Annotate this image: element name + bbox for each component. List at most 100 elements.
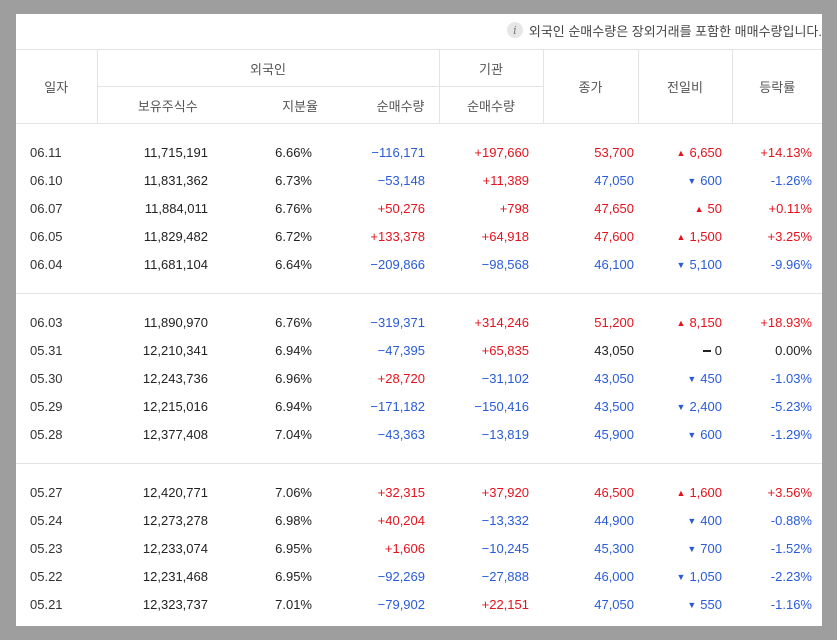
down-arrow-icon: ▼ — [676, 571, 686, 582]
ratio-cell: 7.06% — [275, 484, 312, 500]
change-cell: ▲ 6,650 — [638, 138, 732, 166]
change-cell: ▲ 8,150 — [638, 308, 732, 336]
table-row: 05.27 12,420,771 7.06% +32,315 +37,920 46,500… — [16, 478, 822, 506]
up-arrow-icon: ▲ — [676, 147, 686, 158]
change-cell: ▼ 5,100 — [638, 250, 732, 278]
down-arrow-icon: ▼ — [676, 259, 686, 270]
ratio-cell: 7.01% — [275, 596, 312, 612]
down-arrow-icon: ▼ — [687, 373, 697, 384]
notice-text: 외국인 순매수량은 장외거래를 포함한 매매수량입니다. — [528, 23, 822, 39]
inst-net-cell: −13,819 — [481, 426, 529, 442]
rate-cell: +3.25% — [767, 228, 812, 244]
change-value: 450 — [700, 370, 722, 386]
foreign-net-cell: −53,148 — [377, 172, 425, 188]
table-row: 06.03 11,890,970 6.76% −319,371 +314,246 51,2… — [16, 308, 822, 336]
ratio-cell: 6.95% — [275, 540, 312, 556]
holdings-cell: 12,233,074 — [142, 540, 208, 556]
down-arrow-icon: ▼ — [687, 515, 697, 526]
holdings-cell: 12,377,408 — [142, 426, 208, 442]
info-icon: i — [506, 22, 523, 38]
row-spacer — [16, 464, 822, 479]
foreign-net-cell: −171,182 — [370, 398, 425, 414]
down-arrow-icon: ▼ — [676, 401, 686, 412]
holdings-cell: 12,420,771 — [142, 484, 208, 500]
inst-net-cell: +37,920 — [481, 484, 529, 500]
change-cell: ▲ 50 — [638, 194, 732, 222]
inst-net-cell: +197,660 — [474, 144, 529, 160]
close-cell: 46,000 — [594, 568, 634, 584]
change-cell: ▲ 1,600 — [638, 478, 732, 506]
change-value: 1,600 — [689, 484, 722, 500]
header-institution: 기관 — [438, 49, 543, 87]
holdings-cell: 12,215,016 — [142, 398, 208, 414]
close-cell: 47,600 — [594, 228, 634, 244]
foreign-net-cell: +1,606 — [384, 540, 425, 556]
change-value: 600 — [700, 426, 722, 442]
holdings-cell: 12,323,737 — [142, 596, 208, 612]
table-row: 06.07 11,884,011 6.76% +50,276 +798 47,650 ▲ 50… — [16, 194, 822, 222]
holdings-cell: 11,681,104 — [143, 256, 208, 272]
close-cell: 44,900 — [594, 512, 634, 528]
close-cell: 43,050 — [594, 370, 634, 386]
inst-net-cell: +314,246 — [474, 314, 529, 330]
up-arrow-icon: ▲ — [676, 487, 686, 498]
foreign-net-cell: +50,276 — [377, 200, 425, 216]
rate-cell: -1.16% — [770, 596, 812, 612]
ratio-cell: 6.66% — [275, 144, 312, 160]
rate-cell: -1.52% — [770, 540, 812, 556]
table-row: 05.24 12,273,278 6.98% +40,204 −13,332 44,900… — [16, 506, 822, 534]
close-cell: 47,650 — [594, 200, 634, 216]
change-cell: ▼ 450 — [638, 364, 732, 392]
close-cell: 53,700 — [594, 144, 634, 160]
down-arrow-icon: ▼ — [687, 429, 697, 440]
up-arrow-icon: ▲ — [676, 231, 686, 242]
table-row: 05.29 12,215,016 6.94% −171,182 −150,416 43,5… — [16, 392, 822, 420]
foreign-net-cell: −47,395 — [377, 342, 425, 358]
ratio-cell: 6.95% — [275, 568, 312, 584]
close-cell: 47,050 — [594, 172, 634, 188]
up-arrow-icon: ▲ — [676, 317, 686, 328]
inst-net-cell: +798 — [499, 200, 529, 216]
table-row: 06.10 11,831,362 6.73% −53,148 +11,389 47,050… — [16, 166, 822, 194]
table-row: 05.31 12,210,341 6.94% −47,395 +65,835 43,050… — [16, 336, 822, 364]
close-cell: 43,500 — [594, 398, 634, 414]
change-cell: ▼ 600 — [638, 166, 732, 194]
close-cell: 45,900 — [594, 426, 634, 442]
change-value: 600 — [700, 172, 722, 188]
close-cell: 43,050 — [594, 342, 634, 358]
rate-cell: +14.13% — [760, 144, 812, 160]
ratio-cell: 6.76% — [275, 200, 312, 216]
change-cell: ▲ 1,500 — [638, 222, 732, 250]
header-rate: 등락률 — [731, 49, 822, 124]
down-arrow-icon: ▼ — [687, 543, 697, 554]
close-cell: 45,300 — [594, 540, 634, 556]
ratio-cell: 6.76% — [275, 314, 312, 330]
date-cell: 06.07 — [30, 200, 63, 216]
date-cell: 05.24 — [30, 512, 63, 528]
table-row: 06.04 11,681,104 6.64% −209,866 −98,568 46,10… — [16, 250, 822, 278]
table-row: 05.21 12,323,737 7.01% −79,902 +22,151 47,050… — [16, 590, 822, 618]
table-body: 06.11 11,715,191 6.66% −116,171 +197,660 53,7… — [16, 124, 822, 627]
foreign-net-cell: −116,171 — [371, 144, 425, 160]
trading-panel: i 외국인 순매수량은 장외거래를 포함한 매매수량입니다. 일자 외국인 기관… — [16, 14, 822, 626]
date-cell: 05.29 — [30, 398, 63, 414]
row-spacer — [16, 278, 822, 292]
date-cell: 06.03 — [30, 314, 63, 330]
inst-net-cell: +22,151 — [481, 596, 529, 612]
ratio-cell: 6.94% — [275, 342, 312, 358]
change-value: 1,050 — [689, 568, 722, 584]
foreign-net-cell: +32,315 — [377, 484, 425, 500]
holdings-cell: 12,210,341 — [142, 342, 208, 358]
date-cell: 06.04 — [30, 256, 63, 272]
foreign-net-cell: −209,866 — [370, 256, 425, 272]
foreign-net-cell: −319,371 — [370, 314, 425, 330]
header-date: 일자 — [16, 49, 97, 124]
header-change: 전일비 — [637, 49, 732, 124]
holdings-cell: 12,231,468 — [142, 568, 208, 584]
inst-net-cell: −10,245 — [481, 540, 529, 556]
header-foreign-net: 순매수량 — [336, 86, 439, 124]
rate-cell: +0.11% — [768, 200, 813, 216]
ratio-cell: 6.73% — [275, 172, 312, 188]
close-cell: 46,500 — [594, 484, 634, 500]
header-close: 종가 — [542, 49, 638, 124]
